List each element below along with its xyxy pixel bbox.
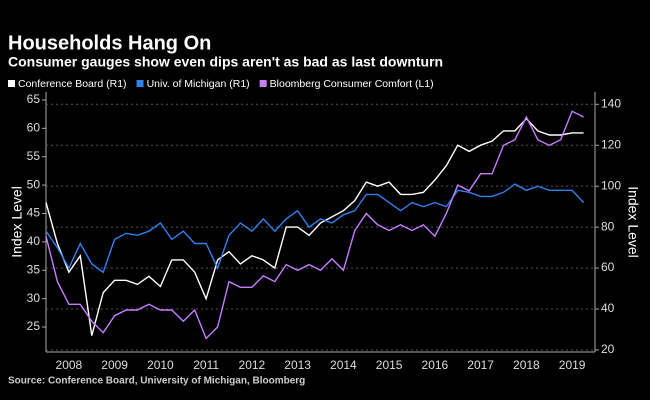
- y2-tick-label: 120: [601, 137, 621, 151]
- x-tick-label: 2011: [193, 358, 219, 372]
- legend-swatch: [136, 80, 144, 87]
- x-tick-label: 2009: [101, 358, 128, 372]
- y2-tick-label: 20: [601, 342, 615, 356]
- y-tick-label: 45: [27, 206, 41, 220]
- x-tick-label: 2014: [330, 358, 357, 372]
- y-tick-label: 50: [27, 177, 41, 191]
- x-tick-label: 2012: [239, 358, 266, 372]
- legend-label: Bloomberg Consumer Comfort (L1): [270, 78, 434, 90]
- legend-label: Conference Board (R1): [18, 78, 127, 90]
- y-tick-label: 55: [27, 149, 41, 163]
- series-line: [45, 117, 584, 336]
- y2-tick-label: 80: [601, 219, 615, 233]
- y2-tick-label: 100: [601, 178, 621, 192]
- x-tick-label: 2008: [56, 358, 83, 372]
- series-line: [45, 183, 585, 274]
- source: Source: Conference Board, University of …: [8, 376, 305, 387]
- legend-label: Univ. of Michigan (R1): [147, 78, 250, 90]
- y2-tick-label: 40: [601, 301, 615, 315]
- y2-tick-label: 60: [601, 260, 615, 274]
- y-tick-label: 65: [27, 92, 41, 106]
- y-tick-label: 25: [27, 319, 41, 333]
- x-tick-label: 2018: [513, 358, 540, 372]
- chart-title: Households Hang On: [8, 32, 211, 54]
- x-tick-label: 2010: [147, 358, 174, 372]
- legend-swatch: [259, 80, 267, 87]
- x-tick-label: 2019: [559, 358, 586, 372]
- y-axis-label: Index Level: [9, 186, 25, 258]
- y-tick-label: 40: [27, 234, 41, 248]
- y2-tick-label: 140: [601, 96, 621, 110]
- y2-axis-label: Index Level: [625, 186, 641, 258]
- x-tick-label: 2015: [376, 358, 403, 372]
- legend-swatch: [8, 80, 15, 87]
- y-tick-label: 30: [27, 291, 41, 305]
- y-tick-label: 35: [27, 262, 41, 276]
- series-line: [45, 110, 584, 340]
- x-tick-label: 2017: [467, 358, 494, 372]
- y-tick-label: 60: [27, 121, 41, 135]
- x-tick-label: 2016: [422, 358, 449, 372]
- chart-subtitle: Consumer gauges show even dips aren't as…: [8, 54, 443, 70]
- x-tick-label: 2013: [284, 358, 311, 372]
